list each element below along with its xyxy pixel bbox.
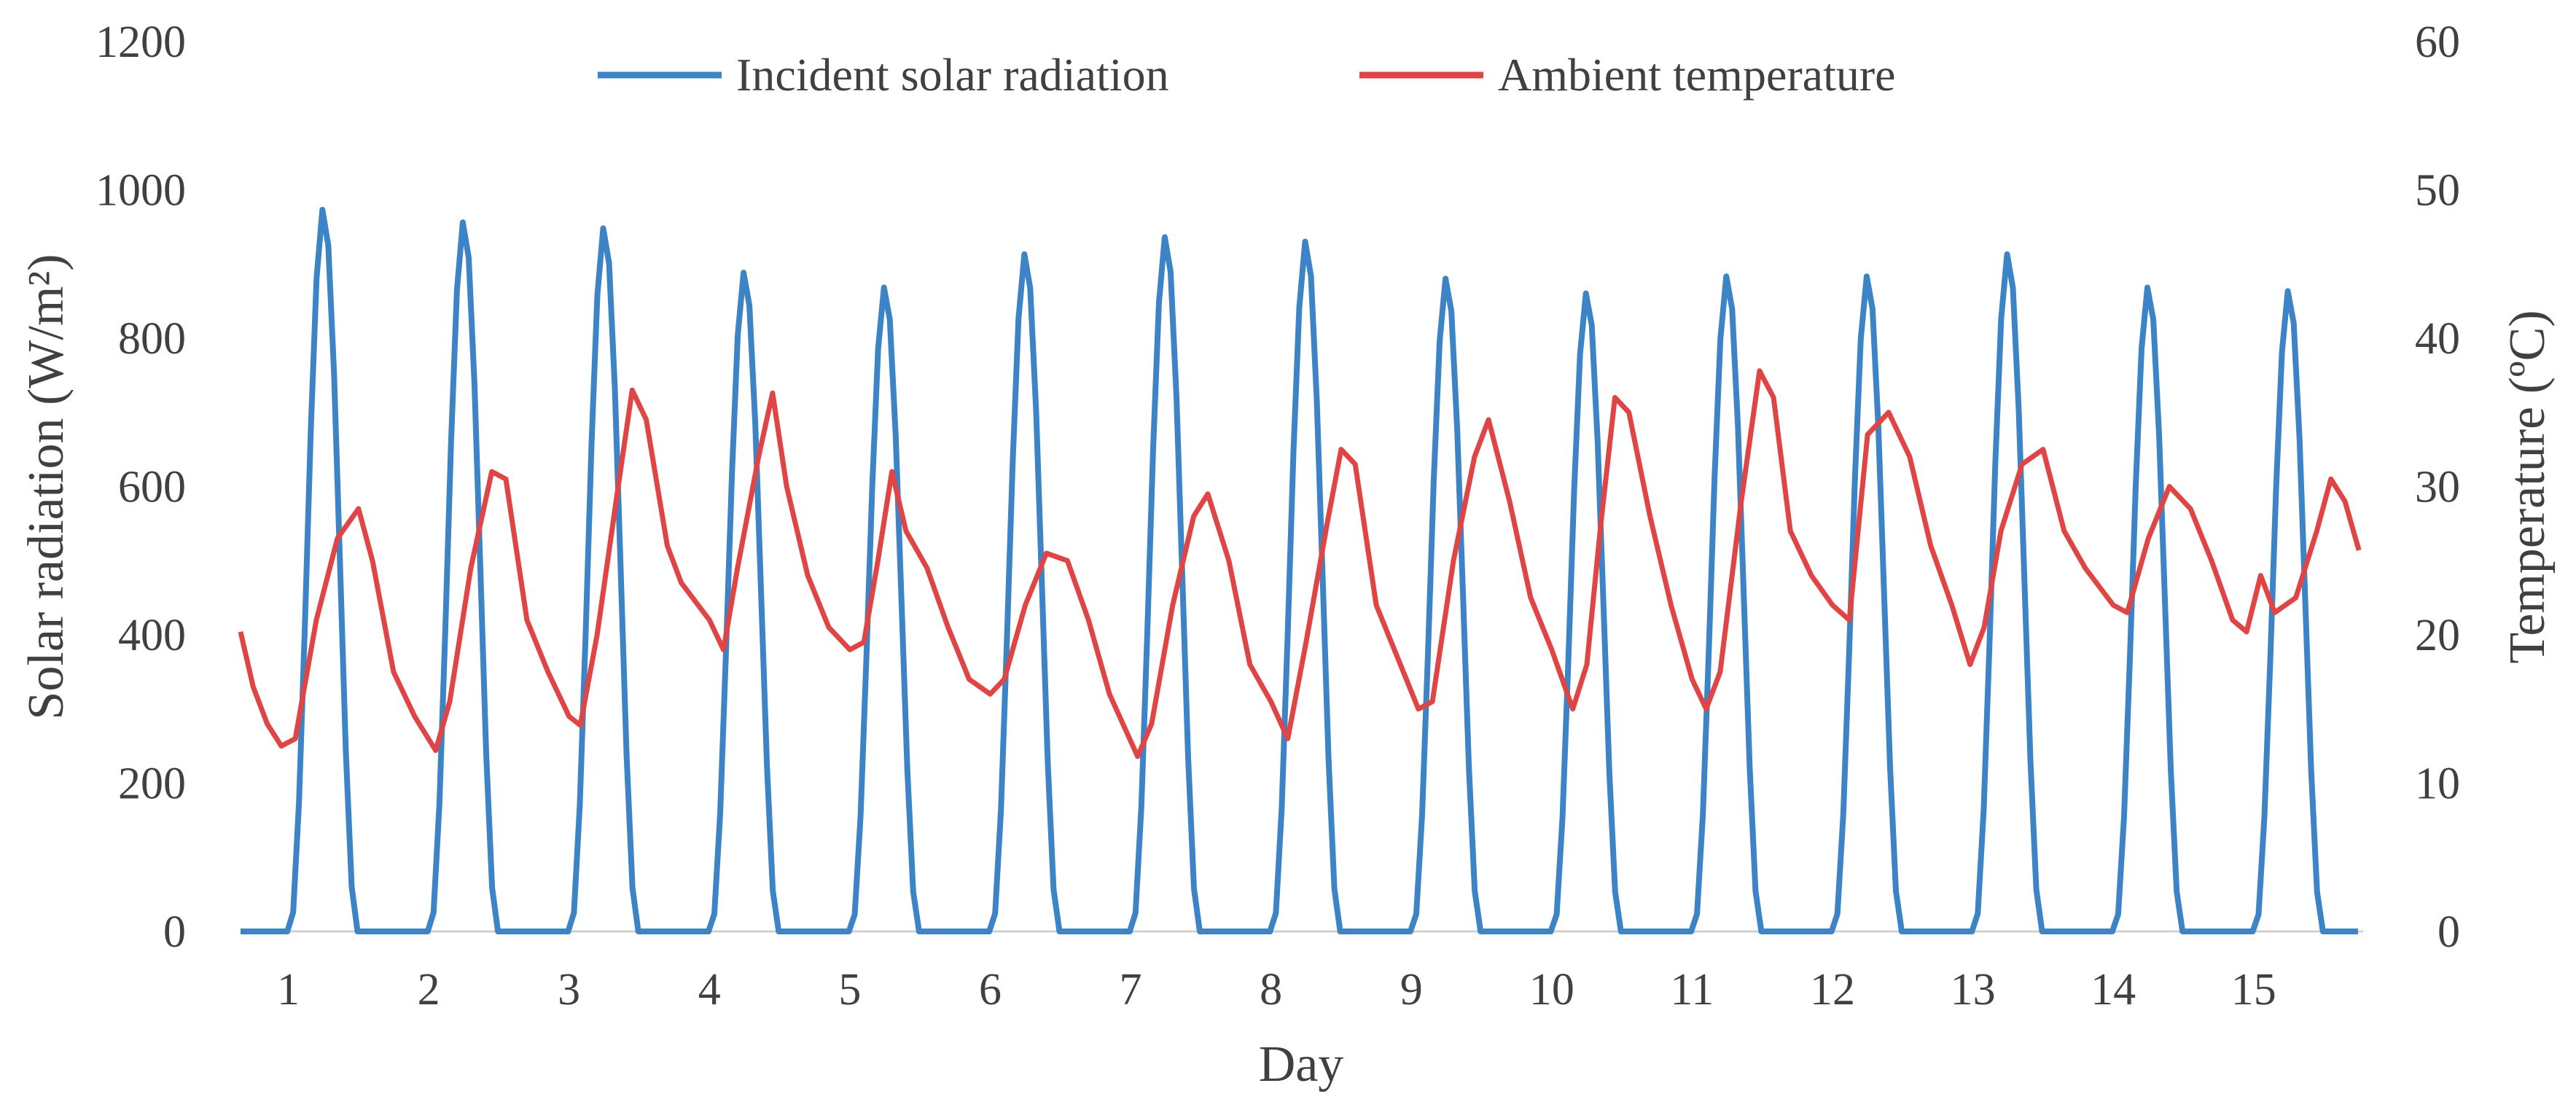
legend-temp-label: Ambient temperature: [1498, 49, 1896, 101]
legend-solar-label: Incident solar radiation: [736, 49, 1169, 101]
x-axis-title: Day: [1259, 1036, 1344, 1093]
x-tick-label: 5: [838, 965, 861, 1015]
left-y-tick-label: 600: [118, 463, 186, 512]
x-tick-label: 6: [979, 965, 1002, 1015]
left-y-tick-label: 400: [118, 611, 186, 660]
right-y-tick-label: 20: [2415, 611, 2460, 660]
ambient-temperature-line: [238, 368, 2362, 759]
right-y-tick-label: 30: [2415, 463, 2460, 512]
solar-radiation-line: [241, 206, 2358, 934]
right-y-tick-label: 50: [2415, 166, 2460, 216]
right-y-tick-label: 10: [2415, 759, 2460, 809]
series-layer: [238, 206, 2362, 934]
x-tick-label: 14: [2091, 965, 2136, 1015]
legend: Incident solar radiation Ambient tempera…: [598, 49, 1896, 101]
x-tick-label: 3: [558, 965, 580, 1015]
right-y-tick-label: 60: [2415, 17, 2460, 67]
right-y-tick-label: 0: [2438, 907, 2460, 957]
left-y-tick-label: 1000: [95, 166, 186, 216]
left-y-axis-title: Solar radiation (W/m²): [18, 254, 74, 719]
x-tick-label: 12: [1810, 965, 1855, 1015]
left-y-tick-label: 800: [118, 314, 186, 364]
left-y-tick-label: 0: [163, 907, 186, 957]
x-tick-label: 2: [418, 965, 440, 1015]
x-tick-label: 8: [1260, 965, 1282, 1015]
x-tick-label: 4: [698, 965, 721, 1015]
x-tick-label: 15: [2231, 965, 2276, 1015]
x-tick-label: 10: [1529, 965, 1574, 1015]
x-tick-label: 7: [1120, 965, 1142, 1015]
x-tick-label: 13: [1951, 965, 1996, 1015]
x-tick-label: 1: [277, 965, 300, 1015]
left-y-tick-label: 1200: [95, 17, 186, 67]
x-tick-label: 11: [1671, 965, 1714, 1015]
right-y-axis-title: Temperature (ºC): [2499, 310, 2556, 663]
right-y-tick-label: 40: [2415, 314, 2460, 364]
left-y-tick-label: 200: [118, 759, 186, 809]
x-tick-label: 9: [1400, 965, 1423, 1015]
